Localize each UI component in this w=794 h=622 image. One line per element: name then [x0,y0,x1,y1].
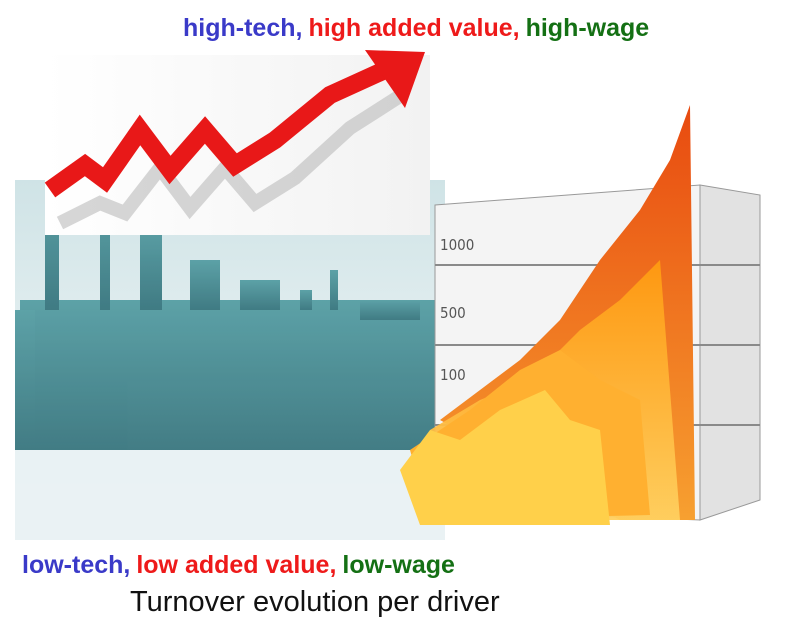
top-segment: high-wage [526,14,650,42]
top-line: high-tech,high added value,high-wage [183,14,655,43]
caption: Turnover evolution per driver [130,586,500,619]
axis-label: 1000 [440,236,474,254]
bottom-segment: low-wage [342,551,455,579]
slide: 1000 500 100 high-tech,high added value,… [0,0,794,622]
bottom-segment: low added value, [136,551,336,579]
top-segment: high-tech, [183,14,302,42]
top-segment: high added value, [308,14,519,42]
chart-side [700,185,760,520]
reflection [15,450,445,540]
illustration: 1000 500 100 [0,0,794,622]
bottom-segment: low-tech, [22,551,130,579]
bottom-line: low-tech,low added value,low-wage [22,551,461,580]
axis-label: 100 [440,366,466,384]
axis-label: 500 [440,304,466,322]
